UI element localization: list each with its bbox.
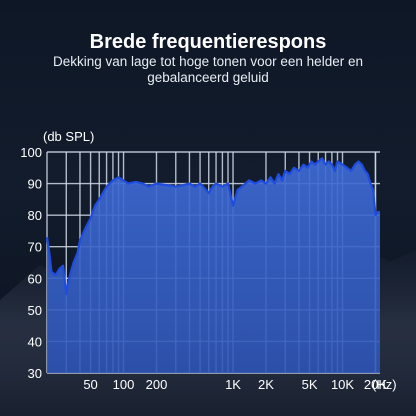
x-tick-label: 20K bbox=[364, 377, 387, 392]
y-tick-label: 30 bbox=[28, 366, 42, 381]
y-tick-label: 90 bbox=[28, 177, 42, 192]
y-tick-label: 60 bbox=[28, 271, 42, 286]
x-tick-label: 100 bbox=[113, 377, 135, 392]
y-axis-label: (db SPL) bbox=[43, 129, 94, 144]
response-line bbox=[45, 157, 380, 296]
y-tick-label: 100 bbox=[20, 145, 42, 160]
x-axis-label: (Hz) bbox=[372, 377, 397, 392]
y-tick-label: 40 bbox=[28, 334, 42, 349]
page-subtitle: Dekking van lage tot hoge tonen voor een… bbox=[53, 54, 363, 85]
page-title: Brede frequentierespons bbox=[89, 31, 327, 53]
response-area bbox=[47, 158, 380, 373]
x-tick-label: 200 bbox=[146, 377, 168, 392]
x-tick-label: 1K bbox=[225, 377, 241, 392]
y-tick-label: 50 bbox=[28, 303, 42, 318]
x-tick-label: 50 bbox=[83, 377, 97, 392]
x-tick-label: 5K bbox=[302, 377, 318, 392]
x-tick-label: 2K bbox=[258, 377, 274, 392]
x-tick-label: 10K bbox=[331, 377, 354, 392]
y-tick-label: 80 bbox=[28, 208, 42, 223]
y-tick-label: 70 bbox=[28, 240, 42, 255]
